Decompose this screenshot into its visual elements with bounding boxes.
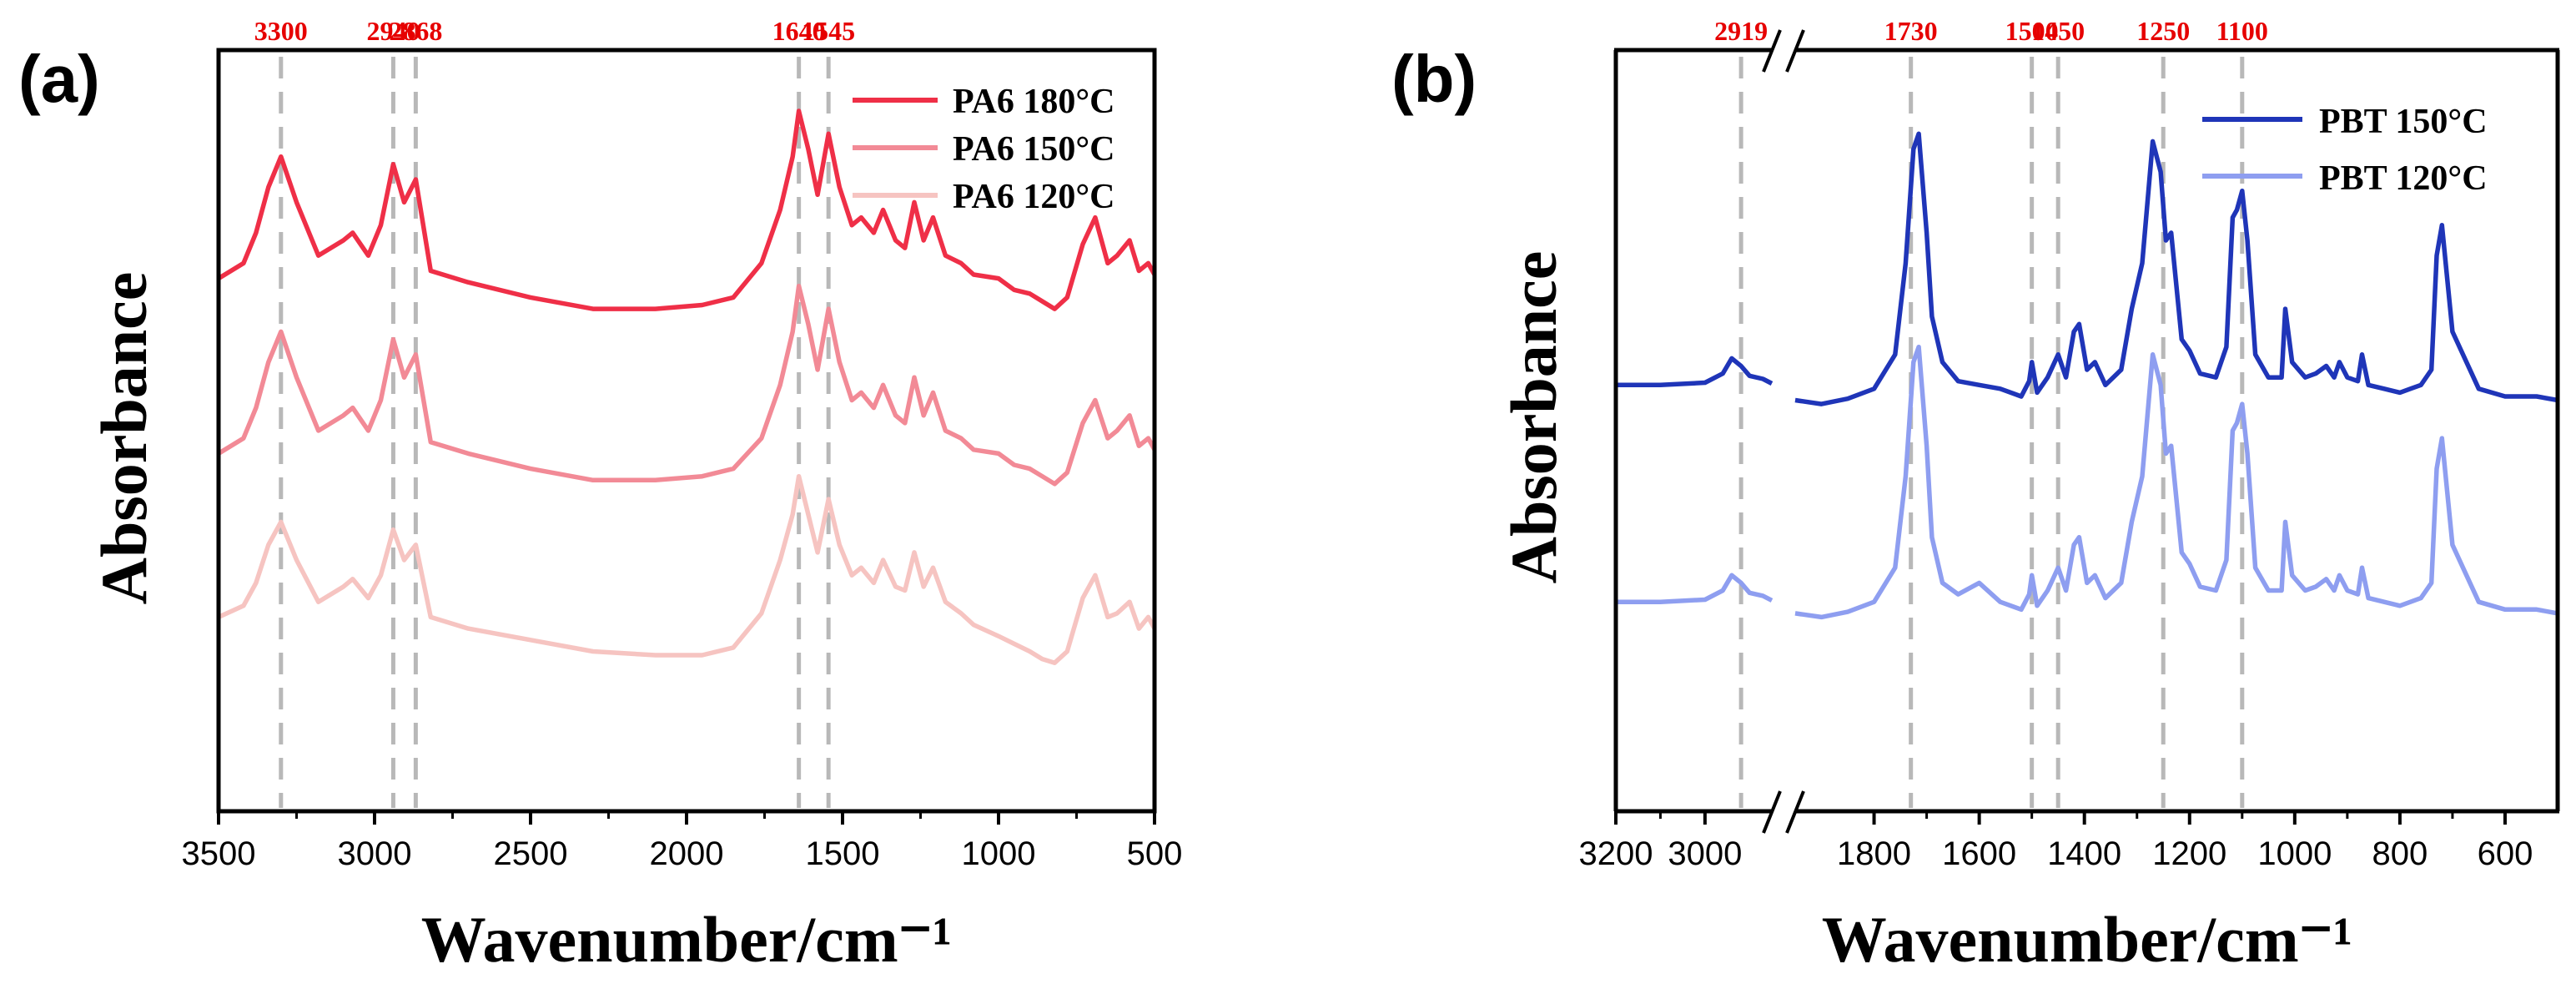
panel-b-x-axis-title: Wavenumber/cm⁻¹	[1822, 903, 2353, 976]
peak-label: 1100	[2216, 16, 2268, 46]
panel-a-series	[217, 108, 1157, 665]
series-line	[1794, 131, 2558, 406]
series-line	[217, 283, 1157, 487]
legend-label: PA6 150°C	[953, 130, 1115, 169]
x-tick-label: 1800	[1837, 835, 1911, 872]
series-line	[1794, 344, 2558, 620]
legend-label: PBT 120°C	[2319, 159, 2488, 198]
panel-b-x-ticks: 3200 3000 1800 1600 1400 1200 1000 800 600	[1579, 811, 2533, 872]
peak-label: 2940	[366, 16, 420, 46]
panel-a-legend: PA6 180°C PA6 150°C PA6 120°C	[853, 83, 1115, 216]
peak-label: 1500	[2005, 16, 2059, 46]
peak-label: 1730	[1884, 16, 1938, 46]
panel-b-legend: PBT 150°C PBT 120°C	[2202, 103, 2488, 198]
peak-label: 1640	[772, 16, 826, 46]
panel-a-y-axis-title: Absorbance	[88, 272, 160, 605]
x-tick-label: 3200	[1579, 835, 1653, 872]
series-line	[1616, 573, 1774, 604]
peak-label: 1545	[802, 16, 855, 46]
x-tick-label: 1600	[1942, 835, 2016, 872]
x-tick-label: 800	[2372, 835, 2428, 872]
x-tick-label: 600	[2478, 835, 2533, 872]
peak-label: 1450	[2031, 16, 2085, 46]
panel-b-series	[1616, 131, 2558, 620]
panel-b-frame	[1613, 48, 2560, 814]
panel-a-x-axis-title: Wavenumber/cm⁻¹	[421, 903, 953, 976]
x-tick-label: 3000	[1668, 835, 1742, 872]
x-tick-label: 1400	[2047, 835, 2121, 872]
peak-label: 2919	[1714, 16, 1768, 46]
x-tick-label: 1000	[2257, 835, 2332, 872]
series-line	[1616, 356, 1774, 388]
peak-label: 1250	[2136, 16, 2190, 46]
panel-b-axis-break-marks	[1762, 29, 1805, 834]
series-line	[217, 473, 1157, 665]
x-tick-label: 3000	[338, 835, 412, 872]
legend-label: PA6 120°C	[953, 178, 1115, 216]
x-tick-label: 2500	[494, 835, 568, 872]
x-tick-label: 1000	[962, 835, 1036, 872]
panel-b-peak-markers	[1738, 57, 2245, 808]
panel-a-peak-markers	[279, 57, 831, 808]
x-tick-label: 1200	[2152, 835, 2226, 872]
x-tick-label: 1500	[806, 835, 880, 872]
panel-a-letter: (a)	[18, 42, 100, 116]
series-line	[217, 108, 1157, 311]
panel-b-letter: (b)	[1391, 42, 1477, 116]
legend-label: PBT 150°C	[2319, 103, 2488, 141]
x-tick-label: 2000	[650, 835, 724, 872]
panel-b-y-axis-title: Absorbance	[1497, 251, 1570, 584]
peak-label: 2868	[389, 16, 442, 46]
x-tick-label: 500	[1127, 835, 1183, 872]
legend-label: PA6 180°C	[953, 83, 1115, 121]
peak-label: 3300	[254, 16, 308, 46]
x-tick-label: 3500	[182, 835, 256, 872]
panel-a-x-ticks: 3500 3000 2500 2000 1500 1000 500	[182, 811, 1183, 872]
